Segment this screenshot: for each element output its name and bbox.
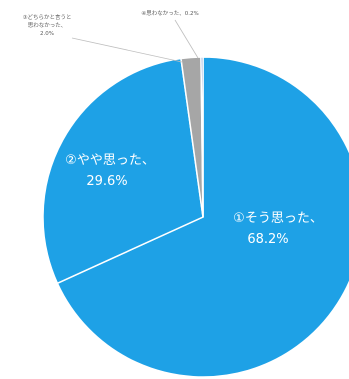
- leader-line-slice-4: [174, 19, 199, 59]
- pie-slice-2: [42, 57, 204, 285]
- data-label-slice-4: ④思わなかった、0.2%: [141, 10, 198, 17]
- data-label-slice-3-value: 2.0%: [40, 31, 54, 37]
- leader-line-slice-3: [71, 37, 183, 63]
- data-label-slice-1-name: ①そう思った、: [233, 211, 323, 226]
- pie-slice-4: [200, 56, 204, 218]
- data-label-slice-3-line2: 思わなかった、: [28, 22, 67, 29]
- data-label-slice-1-value: 68.2%: [247, 232, 288, 247]
- data-label-slice-3-line1: ③どちらかと言うと: [23, 13, 72, 21]
- data-label-slice-2-name: ②やや思った、: [65, 153, 155, 168]
- leader-lines: [71, 19, 199, 63]
- pie-slices: [42, 56, 349, 378]
- data-label-slice-2-value: 29.6%: [86, 174, 127, 189]
